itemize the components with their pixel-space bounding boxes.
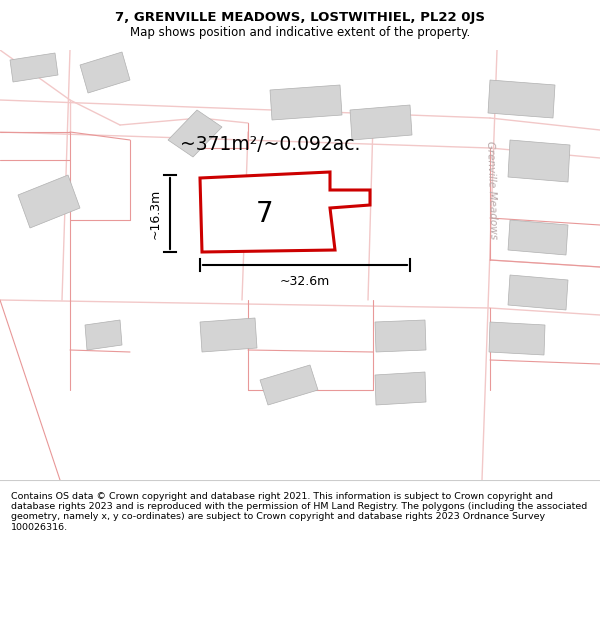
Polygon shape [488,80,555,118]
Polygon shape [200,318,257,352]
Polygon shape [85,320,122,350]
Polygon shape [489,322,545,355]
Polygon shape [18,175,80,228]
Text: 7, GRENVILLE MEADOWS, LOSTWITHIEL, PL22 0JS: 7, GRENVILLE MEADOWS, LOSTWITHIEL, PL22 … [115,11,485,24]
Polygon shape [350,105,412,140]
Text: 7: 7 [256,200,274,228]
Polygon shape [508,220,568,255]
Text: ~16.3m: ~16.3m [149,188,162,239]
Text: ~32.6m: ~32.6m [280,275,330,288]
Text: ~371m²/~0.092ac.: ~371m²/~0.092ac. [180,136,360,154]
Polygon shape [508,140,570,182]
Polygon shape [168,110,222,157]
Polygon shape [270,85,342,120]
Polygon shape [508,275,568,310]
Polygon shape [260,365,318,405]
Polygon shape [200,172,370,252]
Text: Contains OS data © Crown copyright and database right 2021. This information is : Contains OS data © Crown copyright and d… [11,492,587,532]
Polygon shape [10,53,58,82]
Text: Grenville Meadows: Grenville Meadows [485,141,499,239]
Text: Map shows position and indicative extent of the property.: Map shows position and indicative extent… [130,26,470,39]
Polygon shape [375,320,426,352]
Polygon shape [375,372,426,405]
Polygon shape [80,52,130,93]
